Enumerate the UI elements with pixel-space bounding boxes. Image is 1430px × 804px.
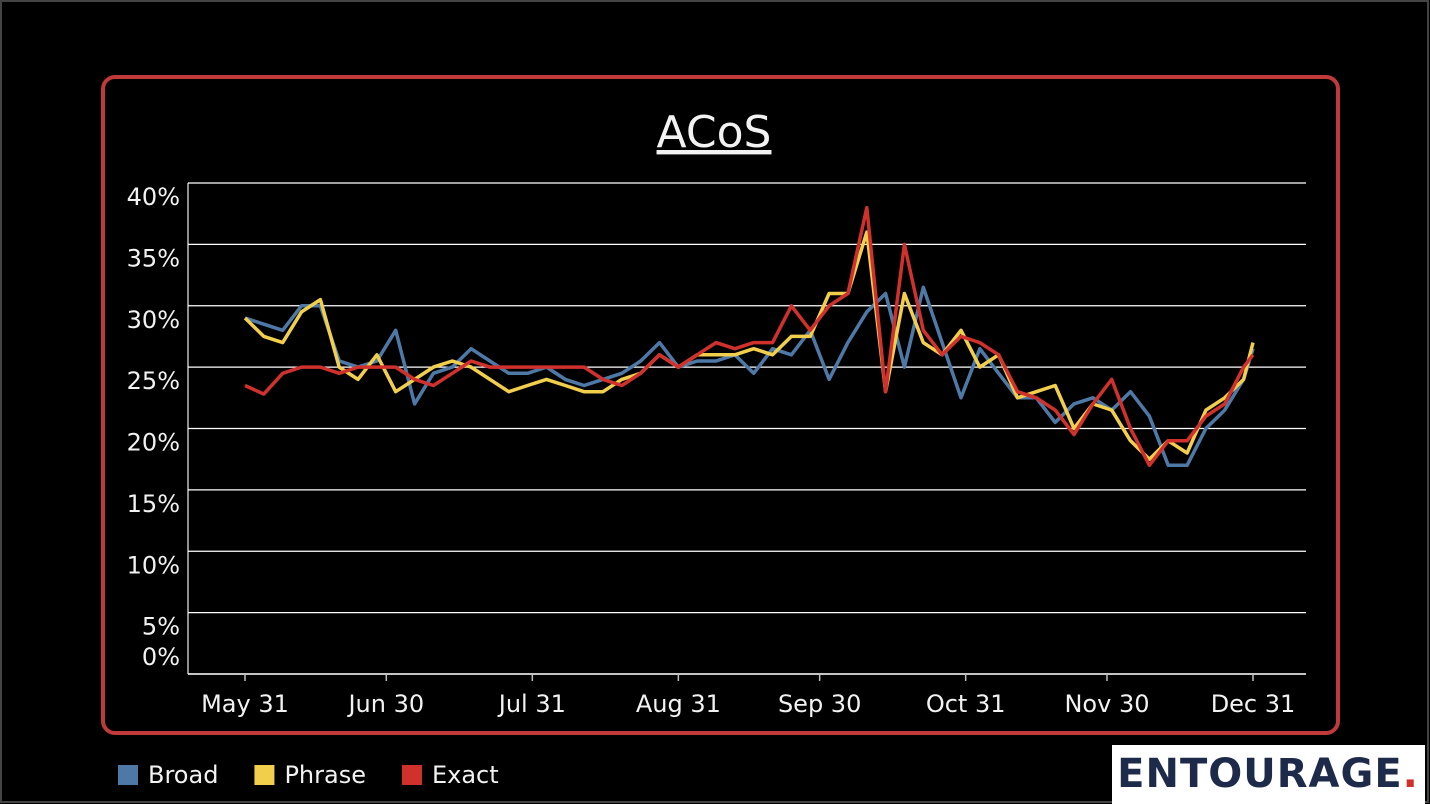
series-line (244, 285, 1255, 468)
y-tick-label: 20% (127, 429, 180, 457)
logo-text: ENTOURAGE (1117, 751, 1402, 797)
y-tick-label: 35% (127, 244, 180, 272)
chart-title: ACoS (657, 107, 772, 158)
logo: ENTOURAGE. (1117, 751, 1419, 797)
x-tick-label: Jul 31 (497, 690, 566, 718)
logo-box (1112, 745, 1425, 804)
legend-label: Broad (148, 761, 218, 789)
logo-dot: . (1403, 751, 1419, 797)
y-tick-label: 5% (142, 613, 180, 641)
x-tick-label: Nov 30 (1064, 690, 1149, 718)
x-tick-label: Jun 30 (346, 690, 424, 718)
legend-swatch (401, 765, 422, 785)
y-tick-label: 15% (127, 490, 180, 518)
legend-label: Phrase (284, 761, 366, 789)
chart-panel (101, 75, 1340, 735)
y-tick-label: 30% (127, 306, 180, 334)
x-tick-label: Sep 30 (778, 690, 861, 718)
series-line (244, 205, 1255, 468)
x-tick-label: Oct 31 (926, 690, 1006, 718)
x-tick-label: Aug 31 (636, 690, 721, 718)
y-tick-label: 40% (127, 183, 180, 211)
x-tick-label: May 31 (201, 690, 289, 718)
legend-label: Exact (432, 761, 499, 789)
y-tick-label: 0% (142, 643, 180, 671)
legend-swatch (118, 765, 138, 785)
y-tick-label: 25% (127, 367, 180, 395)
y-tick-label: 10% (127, 551, 180, 579)
x-tick-label: Dec 31 (1211, 690, 1296, 718)
legend-swatch (254, 765, 275, 785)
